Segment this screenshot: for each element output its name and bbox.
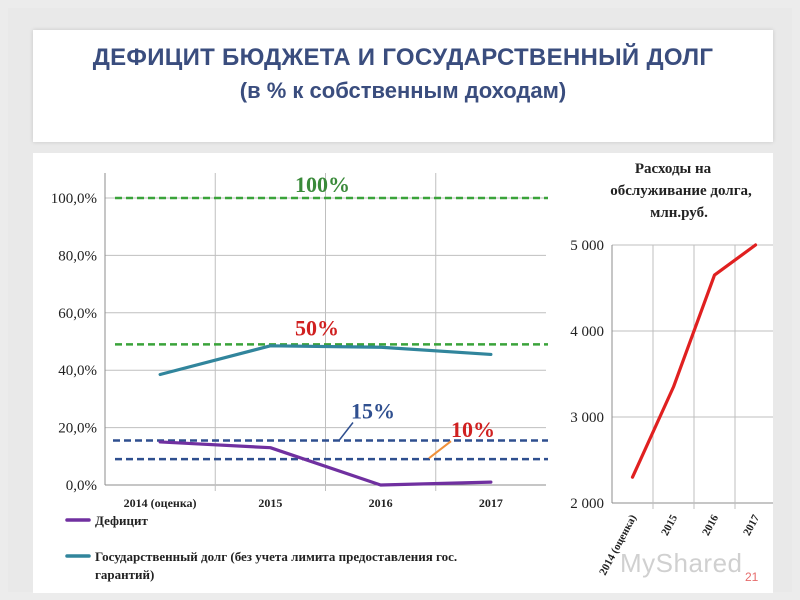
y-tick-label: 3 000 xyxy=(570,410,604,426)
y-tick-label: 60,0% xyxy=(58,306,97,322)
x-tick-label: 2014 (оценка) xyxy=(124,496,197,510)
page-title: ДЕФИЦИТ БЮДЖЕТА И ГОСУДАРСТВЕННЫЙ ДОЛГ xyxy=(92,44,714,71)
x-tick-label: 2017 xyxy=(741,512,762,538)
x-tick-label: 2015 xyxy=(258,496,282,510)
legend-label: Дефицит xyxy=(95,513,148,528)
y-tick-label: 80,0% xyxy=(58,248,97,264)
annotation-leader xyxy=(338,422,354,441)
series-line xyxy=(630,243,758,479)
chart-area: 0,0% 20,0% 40,0% 60,0% 80,0% 100,0% 2014 (оцен… xyxy=(33,153,773,593)
chart-title: Расходы на xyxy=(635,161,712,177)
legend-label: гарантий) xyxy=(95,567,154,582)
series-line xyxy=(158,344,493,377)
x-tick-label: 2017 xyxy=(479,496,503,510)
watermark: MyShared xyxy=(620,548,743,578)
reference-label: 100% xyxy=(295,172,350,197)
y-tick-label: 5 000 xyxy=(570,238,604,254)
slide: ДЕФИЦИТ БЮДЖЕТА И ГОСУДАРСТВЕННЫЙ ДОЛГ (… xyxy=(8,8,792,593)
reference-label: 10% xyxy=(451,417,495,442)
chart-title: млн.руб. xyxy=(650,205,708,221)
x-tick-label: 2015 xyxy=(659,512,680,538)
annotation-leader xyxy=(428,440,452,459)
page-subtitle: (в % к собственным доходам) xyxy=(239,78,567,103)
legend-label: Государственный долг (без учета лимита п… xyxy=(95,549,457,564)
x-tick-label: 2016 xyxy=(700,512,721,538)
y-tick-label: 0,0% xyxy=(66,478,97,494)
chart-title: обслуживание долга, xyxy=(610,183,752,199)
charts-svg: 0,0% 20,0% 40,0% 60,0% 80,0% 100,0% 2014 (оцен… xyxy=(51,161,773,582)
reference-label: 50% xyxy=(295,315,339,340)
series-line xyxy=(158,440,493,487)
reference-label: 15% xyxy=(351,399,395,424)
title-box: ДЕФИЦИТ БЮДЖЕТА И ГОСУДАРСТВЕННЫЙ ДОЛГ (… xyxy=(33,30,773,142)
y-tick-label: 100,0% xyxy=(51,191,97,207)
y-tick-label: 4 000 xyxy=(570,324,604,340)
x-tick-label: 2016 xyxy=(369,496,393,510)
y-tick-label: 2 000 xyxy=(570,496,604,512)
y-tick-label: 20,0% xyxy=(58,421,97,437)
slide-number: 21 xyxy=(745,570,759,584)
y-tick-label: 40,0% xyxy=(58,363,97,379)
